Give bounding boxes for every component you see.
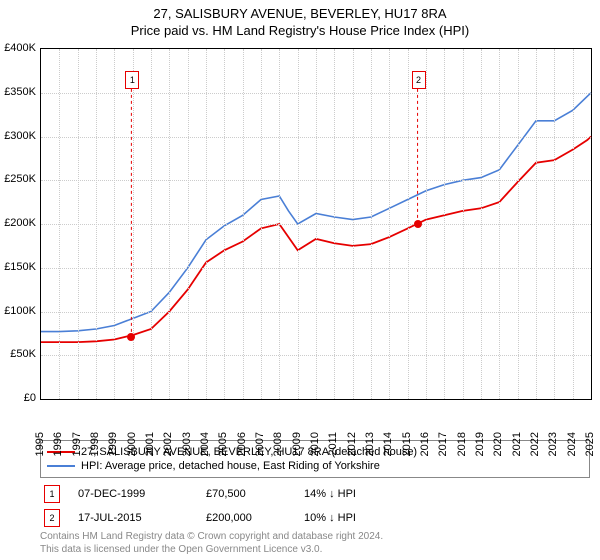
event-marker-dot: [414, 220, 422, 228]
xaxis-label: 2010: [309, 432, 321, 456]
xaxis-label: 1997: [71, 432, 83, 456]
events-row: 1 07-DEC-1999 £70,500 14% ↓ HPI: [40, 482, 590, 506]
yaxis-label: £250K: [0, 173, 36, 185]
xaxis-label: 2022: [529, 432, 541, 456]
page-title: 27, SALISBURY AVENUE, BEVERLEY, HU17 8RA: [0, 0, 600, 21]
gridline-v: [96, 49, 97, 399]
events-row: 2 17-JUL-2015 £200,000 10% ↓ HPI: [40, 506, 590, 530]
event-marker-box: 1: [125, 71, 139, 89]
gridline-v: [426, 49, 427, 399]
gridline-v: [389, 49, 390, 399]
xaxis-label: 2009: [291, 432, 303, 456]
gridline-v: [316, 49, 317, 399]
event-date: 07-DEC-1999: [78, 488, 188, 500]
attribution-line-1: Contains HM Land Registry data © Crown c…: [40, 530, 590, 543]
xaxis-label: 2015: [401, 432, 413, 456]
gridline-v: [518, 49, 519, 399]
event-delta: 14% ↓ HPI: [304, 488, 424, 500]
event-index-box: 2: [44, 509, 60, 527]
gridline-v: [408, 49, 409, 399]
event-delta: 10% ↓ HPI: [304, 512, 424, 524]
gridline-v: [78, 49, 79, 399]
xaxis-label: 2023: [547, 432, 559, 456]
gridline-v: [481, 49, 482, 399]
xaxis-label: 2000: [126, 432, 138, 456]
gridline-v: [206, 49, 207, 399]
yaxis-label: £150K: [0, 261, 36, 273]
yaxis-label: £100K: [0, 305, 36, 317]
xaxis-label: 2021: [511, 432, 523, 456]
xaxis-label: 2005: [217, 432, 229, 456]
gridline-v: [169, 49, 170, 399]
gridline-v: [573, 49, 574, 399]
gridline-v: [188, 49, 189, 399]
gridline-v: [243, 49, 244, 399]
yaxis-label: £0: [0, 392, 36, 404]
yaxis-label: £200K: [0, 217, 36, 229]
xaxis-label: 2012: [346, 432, 358, 456]
xaxis-label: 2007: [254, 432, 266, 456]
xaxis-label: 1996: [52, 432, 64, 456]
gridline-v: [444, 49, 445, 399]
yaxis-label: £400K: [0, 42, 36, 54]
yaxis-label: £50K: [0, 348, 36, 360]
xaxis-label: 2024: [566, 432, 578, 456]
xaxis-label: 2001: [144, 432, 156, 456]
event-marker-dot: [127, 333, 135, 341]
gridline-v: [133, 49, 134, 399]
attribution-text: Contains HM Land Registry data © Crown c…: [40, 530, 590, 556]
gridline-v: [114, 49, 115, 399]
attribution-line-2: This data is licensed under the Open Gov…: [40, 543, 590, 556]
event-marker-box: 2: [412, 71, 426, 89]
xaxis-label: 1995: [34, 432, 46, 456]
yaxis-label: £350K: [0, 86, 36, 98]
gridline-v: [536, 49, 537, 399]
xaxis-label: 2018: [456, 432, 468, 456]
xaxis-label: 1998: [89, 432, 101, 456]
legend-label: HPI: Average price, detached house, East…: [81, 460, 380, 472]
price-chart: 12: [40, 48, 592, 400]
xaxis-label: 2002: [162, 432, 174, 456]
gridline-v: [554, 49, 555, 399]
xaxis-label: 2008: [272, 432, 284, 456]
gridline-v: [463, 49, 464, 399]
xaxis-label: 1999: [107, 432, 119, 456]
events-table: 1 07-DEC-1999 £70,500 14% ↓ HPI 2 17-JUL-2015…: [40, 482, 590, 530]
xaxis-label: 2014: [382, 432, 394, 456]
page-subtitle: Price paid vs. HM Land Registry's House …: [0, 21, 600, 42]
event-price: £70,500: [206, 488, 286, 500]
gridline-v: [298, 49, 299, 399]
xaxis-label: 2003: [181, 432, 193, 456]
gridline-v: [59, 49, 60, 399]
legend-swatch: [47, 465, 75, 467]
gridline-v: [279, 49, 280, 399]
gridline-v: [151, 49, 152, 399]
xaxis-label: 2004: [199, 432, 211, 456]
gridline-v: [371, 49, 372, 399]
xaxis-label: 2006: [236, 432, 248, 456]
xaxis-label: 2020: [492, 432, 504, 456]
event-price: £200,000: [206, 512, 286, 524]
gridline-v: [499, 49, 500, 399]
xaxis-label: 2013: [364, 432, 376, 456]
yaxis-label: £300K: [0, 130, 36, 142]
event-date: 17-JUL-2015: [78, 512, 188, 524]
gridline-v: [334, 49, 335, 399]
event-index-box: 1: [44, 485, 60, 503]
gridline-v: [224, 49, 225, 399]
xaxis-label: 2017: [437, 432, 449, 456]
xaxis-label: 2019: [474, 432, 486, 456]
gridline-v: [261, 49, 262, 399]
xaxis-label: 2025: [584, 432, 596, 456]
xaxis-label: 2011: [327, 432, 339, 456]
xaxis-label: 2016: [419, 432, 431, 456]
gridline-v: [353, 49, 354, 399]
legend-row: HPI: Average price, detached house, East…: [47, 459, 583, 473]
